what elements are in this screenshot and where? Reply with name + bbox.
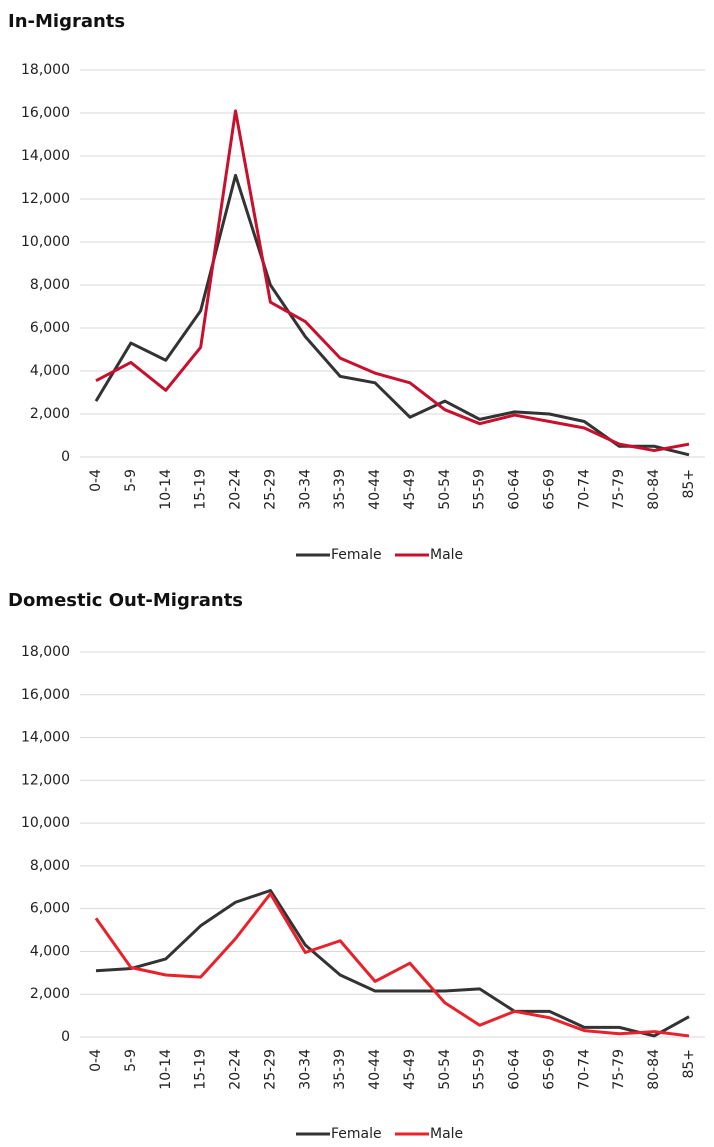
series-line — [94, 173, 690, 457]
x-tick-label: 40-44 — [367, 469, 383, 510]
x-tick-label: 30-34 — [297, 469, 313, 510]
y-tick-label: 10,000 — [21, 234, 70, 250]
y-tick-label: 12,000 — [21, 772, 70, 788]
x-tick-label: 30-34 — [297, 1049, 313, 1090]
x-tick-label: 25-29 — [262, 469, 278, 510]
x-tick-label: 0-4 — [88, 469, 104, 492]
y-tick-label: 18,000 — [21, 644, 70, 660]
y-tick-label: 6,000 — [30, 320, 70, 336]
x-tick-label: 75-79 — [611, 469, 627, 510]
y-tick-label: 16,000 — [21, 687, 70, 703]
y-tick-label: 0 — [61, 449, 70, 465]
y-tick-label: 6,000 — [30, 901, 70, 917]
x-tick-label: 55-59 — [472, 469, 488, 510]
x-tick-label: 85+ — [681, 1049, 697, 1079]
y-tick-label: 16,000 — [21, 105, 70, 121]
x-tick-label: 60-64 — [507, 1049, 523, 1090]
x-tick-label: 15-19 — [193, 469, 209, 510]
x-tick-label: 55-59 — [472, 1049, 488, 1090]
x-tick-label: 45-49 — [402, 1049, 418, 1090]
x-tick-label: 45-49 — [402, 469, 418, 510]
x-tick-label: 80-84 — [646, 1049, 662, 1090]
y-tick-label: 8,000 — [30, 858, 70, 874]
x-tick-label: 35-39 — [332, 1049, 348, 1090]
series-line — [95, 109, 690, 453]
x-tick-label: 35-39 — [332, 469, 348, 510]
chart-title: Domestic Out-Migrants — [8, 590, 243, 611]
legend-label: Female — [331, 547, 382, 563]
x-tick-label: 75-79 — [611, 1049, 627, 1090]
x-tick-label: 65-69 — [541, 469, 557, 510]
y-tick-label: 4,000 — [30, 363, 70, 379]
y-tick-label: 0 — [61, 1029, 70, 1045]
x-tick-label: 5-9 — [123, 469, 139, 492]
y-tick-label: 10,000 — [21, 815, 70, 831]
x-tick-label: 65-69 — [541, 1049, 557, 1090]
x-tick-label: 0-4 — [88, 1049, 104, 1072]
x-tick-label: 70-74 — [576, 1049, 592, 1090]
y-tick-label: 4,000 — [30, 943, 70, 959]
x-tick-label: 85+ — [681, 469, 697, 499]
legend-label: Male — [430, 1126, 463, 1142]
x-tick-label: 25-29 — [262, 1049, 278, 1090]
y-tick-label: 2,000 — [30, 986, 70, 1002]
x-tick-label: 80-84 — [646, 469, 662, 510]
x-tick-label: 60-64 — [507, 469, 523, 510]
y-tick-label: 2,000 — [30, 406, 70, 422]
x-tick-label: 50-54 — [437, 469, 453, 510]
series-line — [94, 892, 690, 1038]
y-tick-label: 8,000 — [30, 277, 70, 293]
x-tick-label: 20-24 — [228, 469, 244, 510]
x-tick-label: 10-14 — [158, 1049, 174, 1090]
x-tick-label: 20-24 — [228, 1049, 244, 1090]
x-tick-label: 40-44 — [367, 1049, 383, 1090]
x-tick-label: 5-9 — [123, 1049, 139, 1072]
x-tick-label: 15-19 — [193, 1049, 209, 1090]
y-tick-label: 12,000 — [21, 191, 70, 207]
y-tick-label: 14,000 — [21, 730, 70, 746]
x-tick-label: 70-74 — [576, 469, 592, 510]
legend-label: Male — [430, 547, 463, 563]
y-tick-label: 18,000 — [21, 62, 70, 78]
x-tick-label: 10-14 — [158, 469, 174, 510]
legend-label: Female — [331, 1126, 382, 1142]
series-line — [95, 888, 690, 1038]
y-tick-label: 14,000 — [21, 148, 70, 164]
chart-title: In-Migrants — [8, 11, 125, 32]
x-tick-label: 50-54 — [437, 1049, 453, 1090]
